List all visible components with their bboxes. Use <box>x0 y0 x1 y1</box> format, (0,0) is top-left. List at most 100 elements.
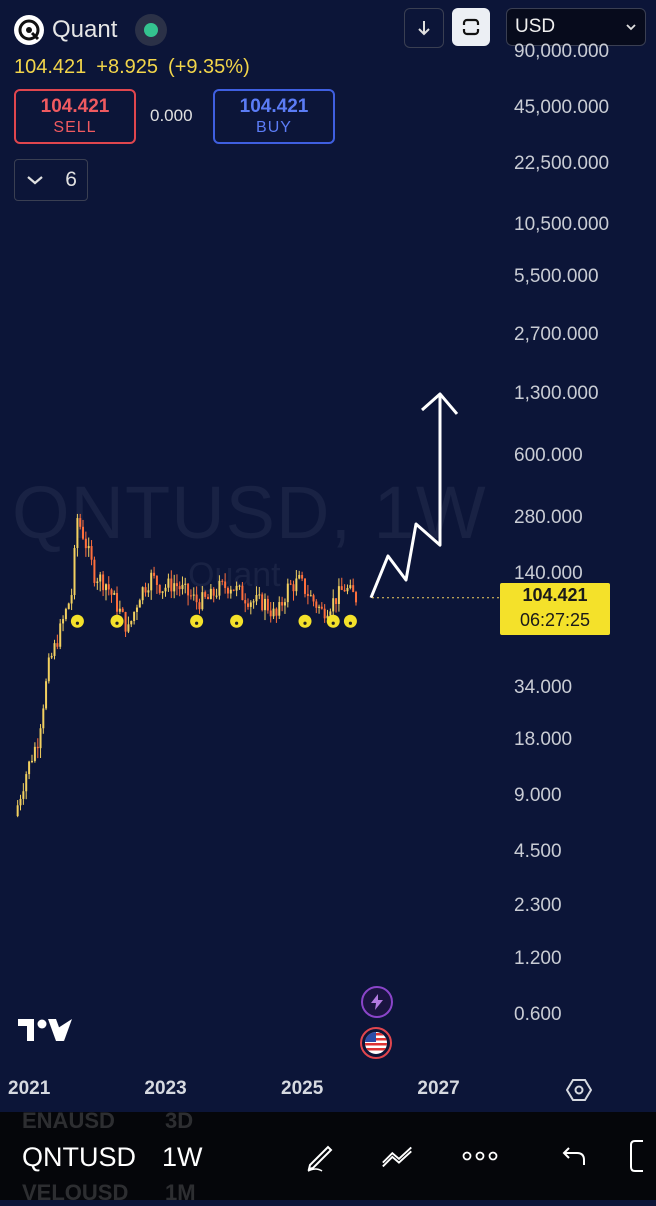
price-change: +8.925 <box>96 56 159 78</box>
event-marker[interactable] <box>70 614 84 628</box>
candle <box>33 742 36 763</box>
ghost-symbol-above: ENAUSD <box>22 1108 115 1133</box>
candle <box>226 586 229 599</box>
candle <box>218 575 221 600</box>
candle <box>258 587 261 600</box>
candle <box>201 585 204 611</box>
event-marker[interactable] <box>298 614 312 628</box>
event-marker[interactable] <box>230 614 244 628</box>
candle <box>50 652 53 659</box>
candle <box>221 579 224 585</box>
chart-settings-icon[interactable] <box>566 1078 592 1102</box>
candle <box>281 596 284 612</box>
candle <box>212 587 215 603</box>
candle <box>116 586 119 619</box>
candle <box>215 588 218 599</box>
candle <box>155 575 158 594</box>
price-axis-label: 9.000 <box>514 784 562 806</box>
ghost-timeframe-above: 3D <box>165 1108 194 1133</box>
bar-countdown: 06:27:25 <box>519 610 591 630</box>
event-marker[interactable] <box>326 614 340 628</box>
price-axis-label: 10,500.000 <box>514 214 610 236</box>
candle <box>343 584 346 592</box>
candle <box>133 611 136 625</box>
candle <box>76 513 79 557</box>
candle <box>102 571 105 597</box>
price-axis-label: 22,500.000 <box>514 152 610 174</box>
candle <box>309 590 312 597</box>
candle <box>164 584 167 597</box>
tradingview-logo-icon[interactable] <box>18 1016 72 1042</box>
candle <box>181 576 184 595</box>
event-marker[interactable] <box>190 614 204 628</box>
candle <box>241 581 244 601</box>
event-marker-dot <box>115 621 119 625</box>
undo-icon[interactable] <box>556 1138 592 1174</box>
indicators-toggle[interactable]: 6 <box>14 159 88 201</box>
candle <box>298 570 301 580</box>
currency-select[interactable]: USD <box>506 8 646 46</box>
candle <box>110 588 113 603</box>
timeframe-selector[interactable]: 1W <box>162 1142 203 1172</box>
candle <box>161 591 164 599</box>
event-marker[interactable] <box>110 614 124 628</box>
candle <box>25 771 28 800</box>
candle <box>121 607 124 613</box>
candle <box>84 531 87 557</box>
price-chart[interactable] <box>0 0 500 1075</box>
candle <box>64 607 67 622</box>
candle <box>306 584 309 605</box>
indicators-count: 6 <box>65 168 77 191</box>
candle <box>167 573 170 592</box>
candle <box>170 570 173 599</box>
candle <box>67 602 70 610</box>
candle <box>99 571 102 592</box>
candle <box>264 593 267 621</box>
candle <box>266 595 269 614</box>
candle <box>269 602 272 623</box>
candle <box>209 584 212 600</box>
symbol-selector[interactable]: QNTUSD <box>22 1142 136 1172</box>
download-button[interactable] <box>404 8 444 48</box>
candle <box>62 615 65 632</box>
candle <box>118 600 121 614</box>
more-options-icon[interactable] <box>462 1138 498 1174</box>
buy-button[interactable]: 104.421 BUY <box>213 89 335 144</box>
market-status-icon[interactable] <box>135 14 168 46</box>
bottom-toolbar <box>0 1112 656 1200</box>
fullscreen-button[interactable] <box>452 8 490 46</box>
event-marker-dot <box>331 621 335 625</box>
sell-button[interactable]: 104.421 SELL <box>14 89 136 144</box>
time-axis-label: 2021 <box>8 1078 51 1099</box>
us-economic-event-icon[interactable] <box>360 1027 392 1059</box>
drawing-pen-icon[interactable] <box>302 1138 338 1174</box>
expand-panel-icon[interactable] <box>628 1138 656 1174</box>
candle <box>261 592 264 612</box>
candle <box>158 584 161 595</box>
projection-path[interactable] <box>369 393 442 599</box>
candle <box>346 584 349 595</box>
sell-label: SELL <box>53 118 97 136</box>
candle <box>22 783 25 805</box>
candle <box>178 581 181 597</box>
candle <box>289 579 292 586</box>
price-axis-label: 2.300 <box>514 894 562 916</box>
event-marker[interactable] <box>343 614 357 628</box>
candle <box>224 573 227 594</box>
spread-value: 0.000 <box>150 106 193 125</box>
symbol-header[interactable]: Quant <box>14 14 168 46</box>
events-bolt-icon[interactable] <box>361 986 393 1018</box>
candle <box>73 544 76 600</box>
price-axis-label: 1.200 <box>514 947 562 969</box>
price-axis-label: 90,000.000 <box>514 40 610 62</box>
trend-line-tool-icon[interactable] <box>380 1138 416 1174</box>
candle <box>249 600 252 615</box>
event-marker-dot <box>348 621 353 625</box>
sell-price: 104.421 <box>40 95 110 117</box>
price-tag-value: 104.421 <box>522 585 588 605</box>
candle <box>318 604 321 614</box>
candle <box>45 678 48 711</box>
candle <box>198 598 201 614</box>
candle <box>173 574 176 599</box>
candle <box>19 794 22 811</box>
